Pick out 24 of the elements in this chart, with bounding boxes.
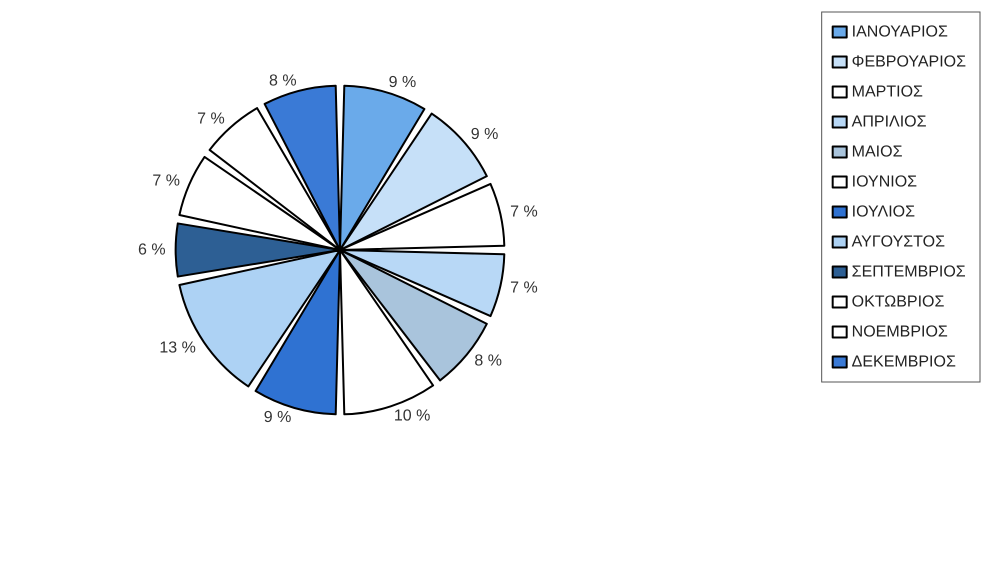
legend-label: ΜΑΡΤΙΟΣ — [852, 84, 924, 100]
data-label: 9 % — [470, 126, 498, 144]
legend-label: ΦΕΒΡΟΥΑΡΙΟΣ — [852, 54, 966, 70]
legend-label: ΙΑΝΟΥΑΡΙΟΣ — [852, 24, 948, 40]
legend-label: ΙΟΥΝΙΟΣ — [852, 174, 918, 190]
legend-label: ΔΕΚΕΜΒΡΙΟΣ — [852, 354, 956, 370]
legend-label: ΑΠΡΙΛΙΟΣ — [852, 114, 927, 130]
legend-label: ΟΚΤΩΒΡΙΟΣ — [852, 294, 944, 310]
data-label: 7 % — [197, 110, 225, 128]
data-label: 6 % — [138, 242, 166, 258]
data-label: 7 % — [510, 203, 538, 220]
data-label: 7 % — [510, 280, 538, 297]
data-label: 13 % — [159, 340, 196, 357]
data-label: 10 % — [394, 407, 430, 424]
data-label: 9 % — [388, 74, 416, 92]
legend-label: ΝΟΕΜΒΡΙΟΣ — [852, 324, 948, 340]
data-label: 8 % — [269, 72, 297, 90]
data-label: 8 % — [474, 352, 502, 370]
legend-label: ΜΑΙΟΣ — [852, 144, 903, 160]
legend-label: ΙΟΥΛΙΟΣ — [852, 204, 916, 220]
data-label: 9 % — [264, 408, 292, 426]
legend-label: ΑΥΓΟΥΣΤΟΣ — [852, 234, 946, 250]
data-label: 7 % — [152, 172, 180, 190]
legend-label: ΣΕΠΤΕΜΒΡΙΟΣ — [852, 264, 966, 280]
